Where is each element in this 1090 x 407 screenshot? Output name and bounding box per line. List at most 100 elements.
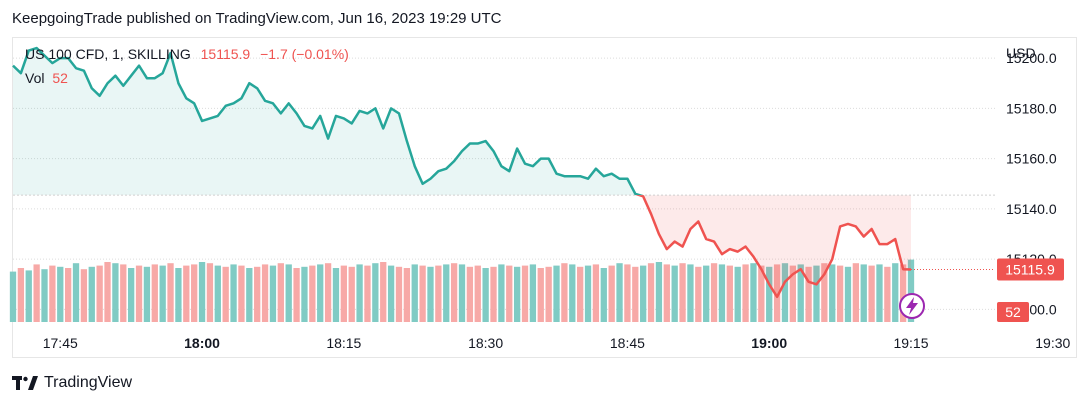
volume-bar: [758, 265, 765, 322]
time-tick-label: 18:30: [468, 335, 503, 351]
volume-bar: [592, 264, 600, 322]
volume-bar: [647, 263, 655, 322]
volume-bar: [356, 264, 363, 322]
area-fill-up: [13, 48, 911, 196]
volume-bar: [64, 268, 72, 322]
brand-name: TradingView: [44, 374, 133, 391]
volume-bar: [443, 264, 450, 322]
volume-bar: [710, 263, 718, 322]
volume-value: 52: [52, 70, 68, 86]
volume-bar: [324, 263, 332, 322]
volume-bar: [608, 265, 615, 322]
volume-bar: [9, 271, 17, 322]
volume-bar: [506, 265, 513, 322]
volume-bar: [269, 265, 277, 322]
volume-bar: [860, 264, 867, 322]
last-price-badge: [997, 258, 1064, 281]
volume-label: Vol: [25, 70, 45, 86]
volume-bar: [466, 266, 474, 322]
last-volume-badge: [997, 302, 1029, 322]
volume-bar: [577, 266, 584, 322]
volume-bar: [104, 262, 111, 322]
volume-bar: [395, 266, 403, 322]
volume-bar: [876, 264, 883, 322]
tradingview-logo: TradingView: [12, 374, 132, 392]
price-tick-label: 15140.0: [1006, 201, 1057, 217]
volume-bar: [143, 266, 151, 322]
volume-bar: [317, 264, 324, 322]
volume-bar: [301, 266, 308, 322]
volume-bar: [261, 264, 269, 322]
symbol-label: US 100 CFD, 1, SKILLING: [25, 46, 191, 62]
volume-bar: [167, 263, 174, 322]
time-tick-label: 17:45: [43, 335, 78, 351]
volume-bar: [773, 264, 781, 322]
volume-bar: [789, 265, 796, 322]
volume-bar: [852, 263, 860, 322]
volume-bar: [537, 268, 544, 322]
volume-bar: [364, 265, 371, 322]
volume-bar: [159, 265, 166, 322]
volume-bar: [230, 264, 237, 322]
volume-bar: [695, 266, 702, 322]
currency-label: USD: [1006, 45, 1036, 61]
volume-bar: [553, 265, 560, 322]
price-chart[interactable]: USD15200.015180.015160.015140.015120.015…: [0, 0, 1090, 360]
volume-bar: [112, 263, 119, 322]
volume-bar: [805, 266, 812, 322]
volume-bar: [387, 265, 395, 322]
price-change: −1.7 (−0.01%): [260, 46, 349, 62]
volume-bar: [632, 266, 639, 322]
volume-bar: [868, 265, 875, 322]
volume-bar: [41, 269, 48, 322]
volume-bar: [821, 263, 828, 322]
volume-bar: [88, 266, 95, 322]
price-tick-label: 15200.0: [1006, 50, 1057, 66]
volume-bar: [403, 268, 411, 322]
volume-bar: [884, 266, 891, 322]
volume-bar: [80, 269, 88, 322]
volume-bar: [198, 262, 206, 322]
volume-bar: [687, 264, 694, 322]
volume-bar: [411, 264, 418, 322]
volume-bar: [616, 263, 623, 322]
volume-bar: [49, 265, 56, 322]
volume-bar: [191, 264, 198, 322]
lightning-icon[interactable]: [899, 293, 925, 319]
volume-bar: [458, 264, 466, 322]
volume-bar: [521, 265, 529, 322]
time-tick-label: 18:45: [610, 335, 645, 351]
last-volume-badge-text: 52: [1005, 304, 1021, 320]
volume-bar: [427, 266, 434, 322]
volume-bar: [57, 266, 64, 322]
volume-bar: [907, 259, 915, 322]
volume-bar: [332, 268, 340, 322]
volume-bar: [175, 268, 182, 322]
volume-bar: [222, 266, 229, 322]
volume-bar: [348, 266, 355, 322]
price-line-up: [12, 46, 644, 196]
volume-bar: [679, 263, 686, 322]
volume-bar: [750, 263, 757, 322]
last-value: 15115.9: [200, 46, 251, 62]
volume-bar: [309, 265, 316, 322]
area-fill-down: [13, 195, 911, 297]
chart-legend: US 100 CFD, 1, SKILLING 15115.9 −1.7 (−0…: [25, 46, 349, 62]
volume-bar: [380, 262, 387, 322]
volume-bar: [25, 270, 32, 322]
volume-bar: [892, 263, 899, 322]
volume-bar: [246, 268, 253, 322]
volume-bar: [797, 264, 804, 322]
volume-bar: [285, 264, 292, 322]
volume-bar: [663, 264, 670, 322]
volume-bar: [450, 263, 458, 322]
price-tick-label: 15180.0: [1006, 100, 1057, 116]
volume-bar: [498, 264, 505, 322]
time-tick-label: 19:30: [1035, 335, 1070, 351]
tradingview-logo-icon: [12, 376, 38, 390]
chart-frame: [12, 37, 1077, 358]
volume-bar: [17, 268, 25, 322]
volume-bar: [513, 266, 521, 322]
volume-bar: [529, 264, 537, 322]
volume-bar: [206, 263, 214, 322]
